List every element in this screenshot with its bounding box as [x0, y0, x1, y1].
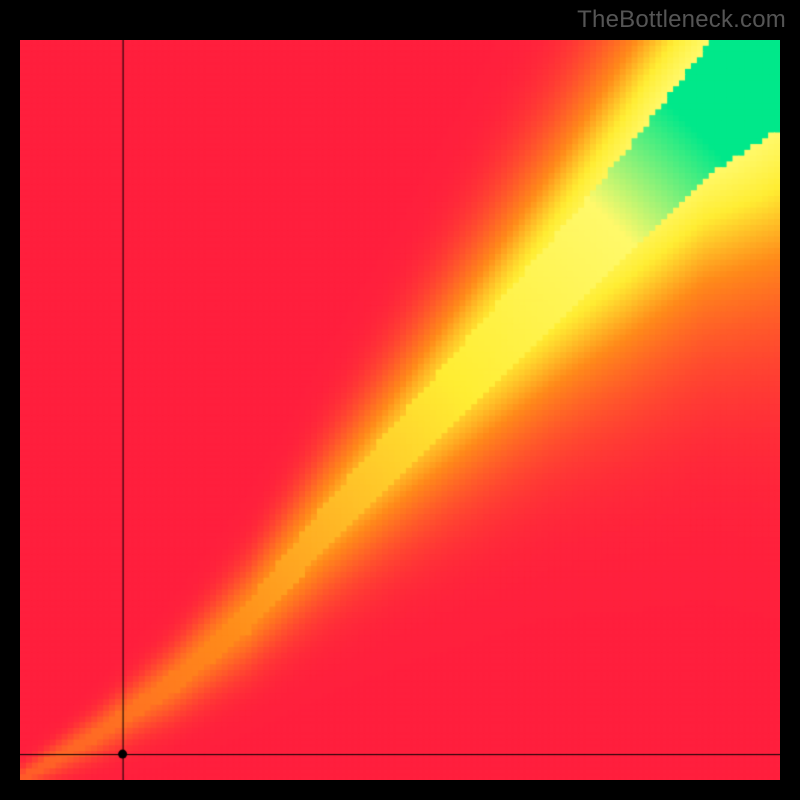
bottleneck-heatmap — [20, 40, 780, 780]
plot-area — [20, 40, 780, 780]
watermark-text: TheBottleneck.com — [577, 6, 786, 34]
figure-frame: TheBottleneck.com — [0, 0, 800, 800]
